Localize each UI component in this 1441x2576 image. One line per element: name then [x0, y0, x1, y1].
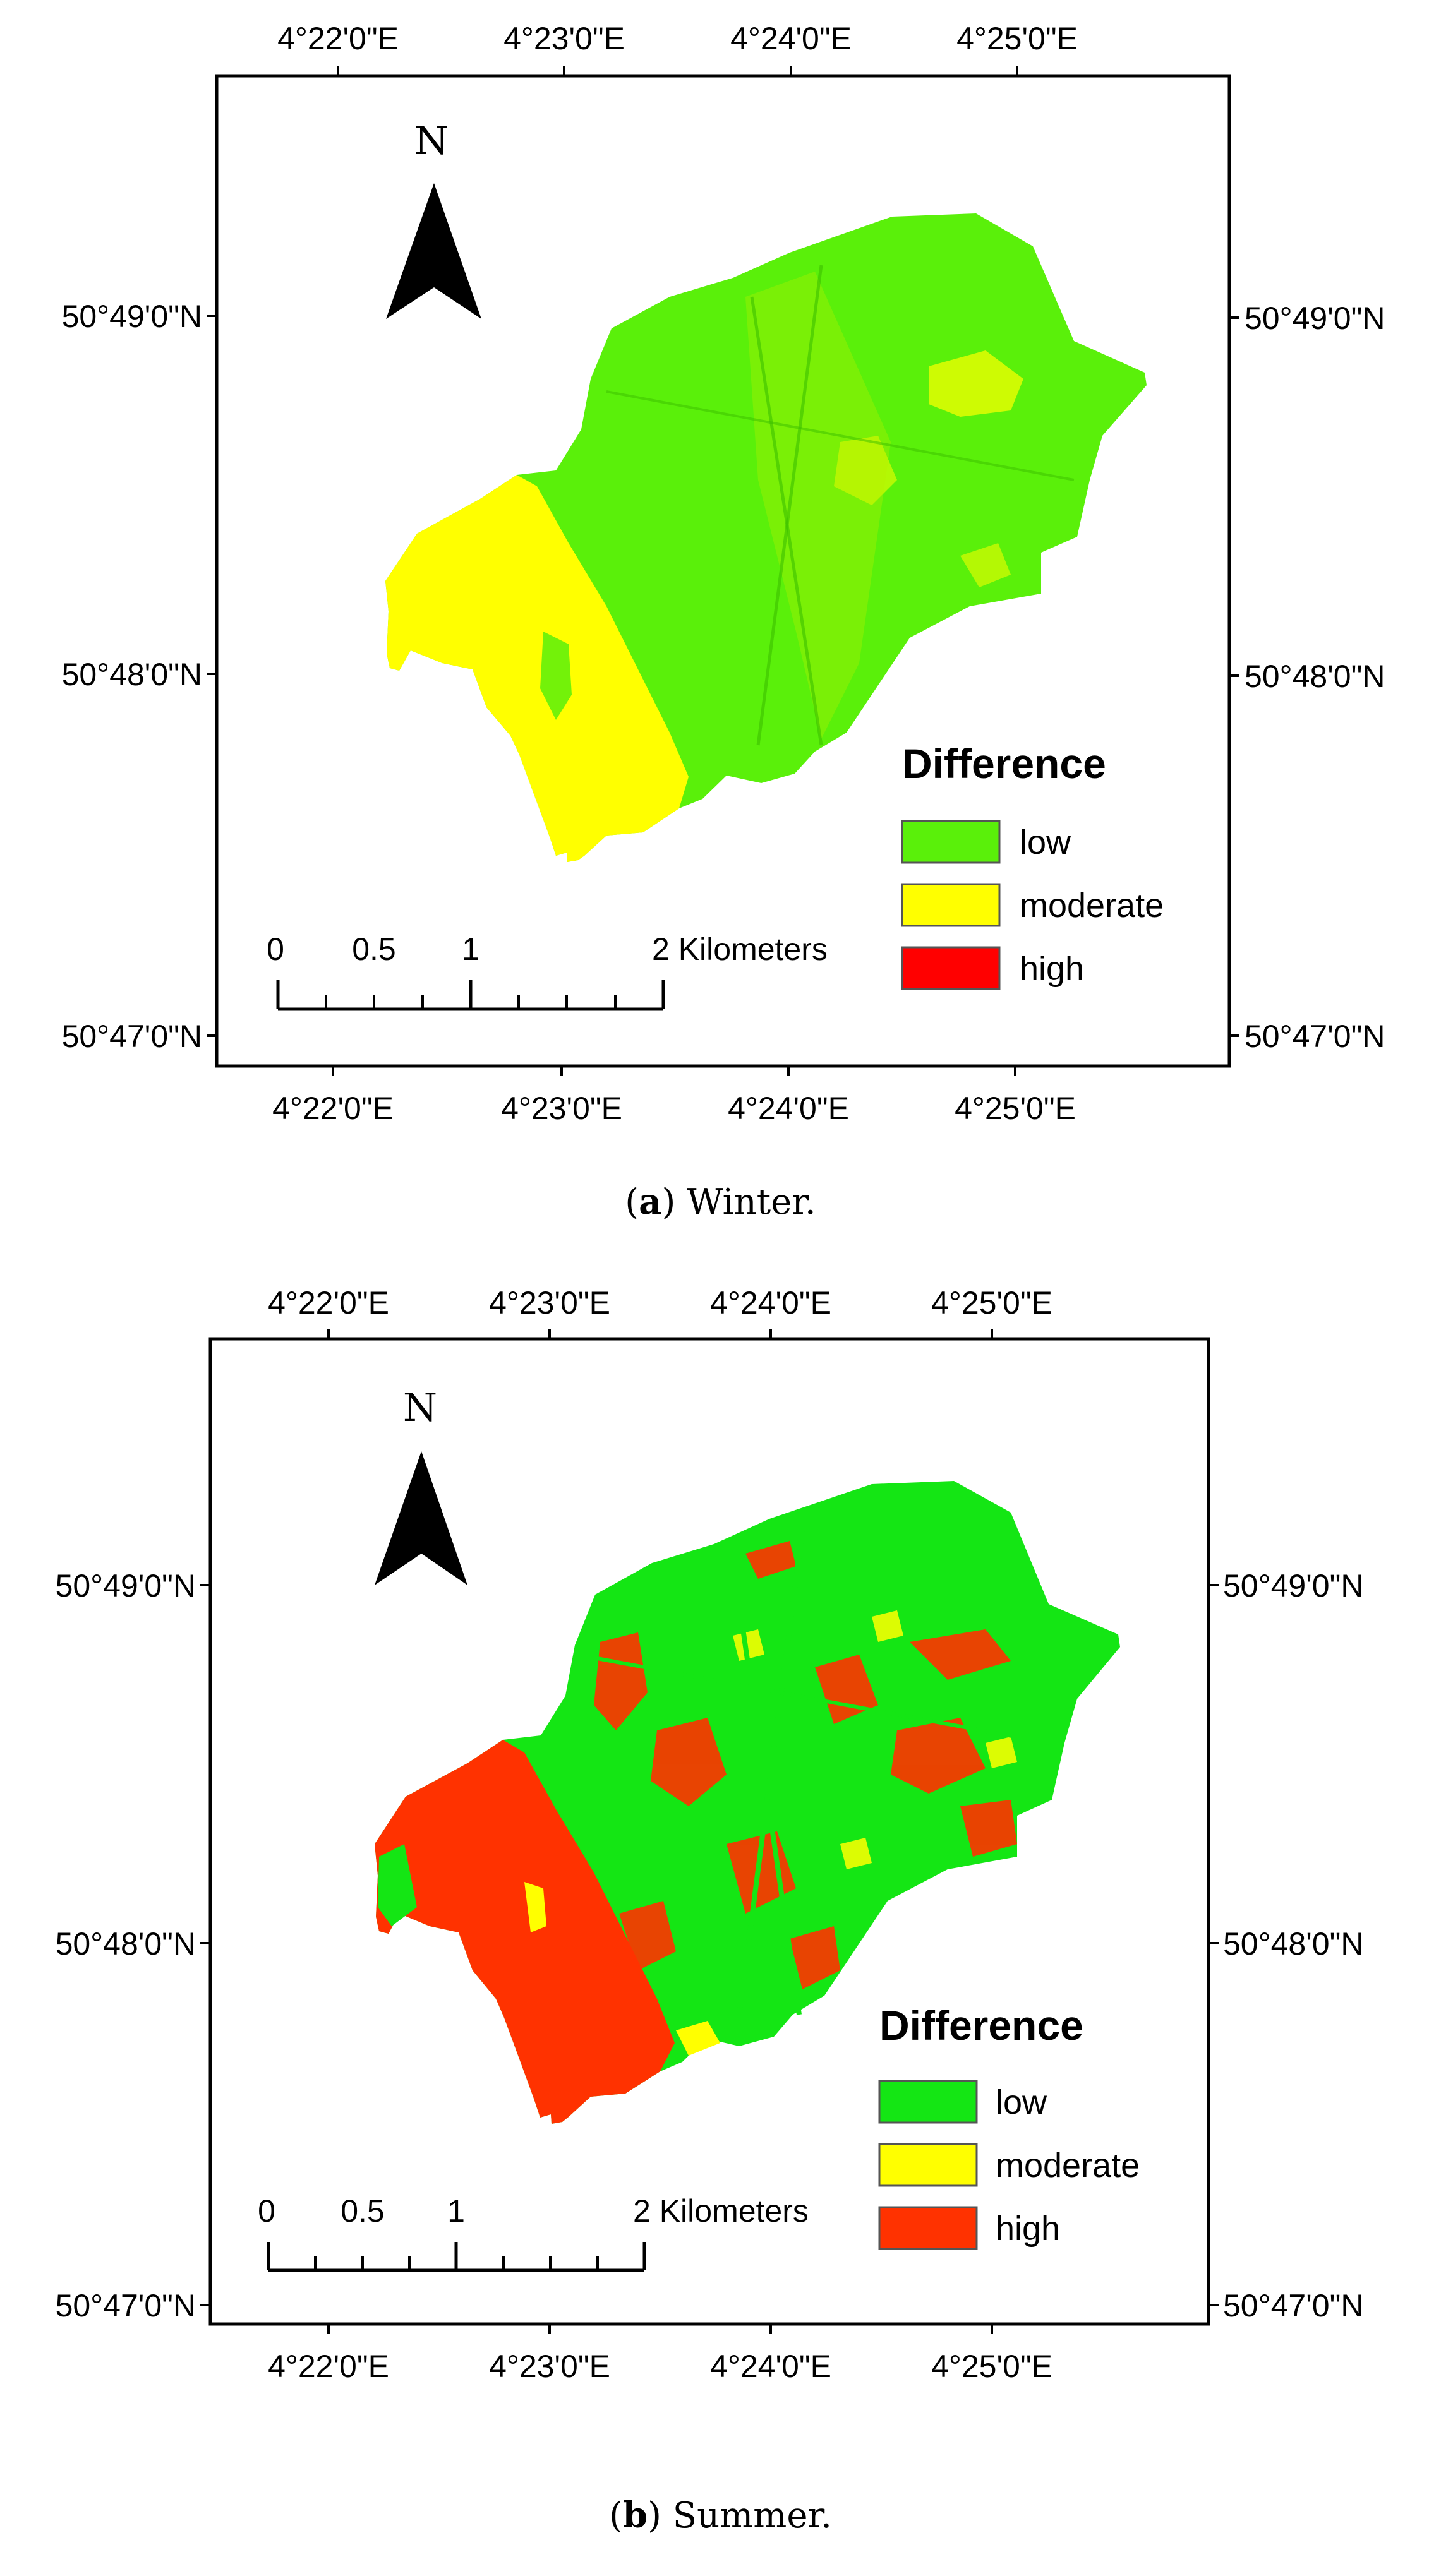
- moderate-difference-area: [385, 475, 689, 862]
- top-axis-label: 4°24'0"E: [730, 21, 852, 56]
- right-axis-label: 50°48'0"N: [1223, 1926, 1363, 1962]
- map-panel-summer: 4°22'0"E 4°23'0"E 4°24'0"E 4°25'0"E 4°22…: [0, 1288, 1441, 2576]
- legend-item-label: moderate: [1020, 887, 1164, 925]
- top-axis-label: 4°23'0"E: [489, 1288, 610, 1321]
- moderate-difference-area: [960, 543, 1011, 587]
- bottom-axis-label: 4°22'0"E: [268, 2349, 389, 2384]
- low-difference-area: [540, 632, 572, 720]
- bottom-axis-label: 4°25'0"E: [931, 2349, 1052, 2384]
- map-figure-summer: 4°22'0"E 4°23'0"E 4°24'0"E 4°25'0"E 4°22…: [56, 1288, 1364, 2384]
- bottom-axis: 4°22'0"E 4°23'0"E 4°24'0"E 4°25'0"E: [272, 1066, 1076, 1126]
- high-difference-area: [375, 1740, 675, 2124]
- top-axis: 4°22'0"E 4°23'0"E 4°24'0"E 4°25'0"E: [277, 21, 1078, 76]
- moderate-difference-area: [676, 2021, 720, 2056]
- right-axis-label: 50°47'0"N: [1223, 2288, 1363, 2323]
- legend-swatch-high: [901, 946, 1001, 990]
- scale-bar: 0 0.5 1 2 Kilometers: [267, 932, 828, 1011]
- map-panel-winter: 4°22'0"E 4°23'0"E 4°24'0"E 4°25'0"E 4°22…: [62, 21, 1385, 1223]
- right-axis: 50°49'0"N 50°48'0"N 50°47'0"N: [1209, 1568, 1363, 2323]
- scale-label: 0.5: [341, 2193, 385, 2229]
- left-axis-label: 50°48'0"N: [56, 1926, 196, 1962]
- top-axis-label: 4°22'0"E: [268, 1288, 389, 1321]
- legend-title: Difference: [879, 2002, 1083, 2049]
- legend-swatch-moderate: [901, 883, 1001, 927]
- caption-letter: a: [639, 1181, 662, 1223]
- caption-text: ) Summer.: [648, 2495, 832, 2536]
- scale-label: 2 Kilometers: [633, 2193, 809, 2229]
- figure-caption: (a) Winter.: [625, 1181, 816, 1223]
- legend-item-label: moderate: [996, 2147, 1140, 2184]
- north-label: N: [403, 1384, 437, 1430]
- right-axis: 50°49'0"N 50°48'0"N 50°47'0"N: [1229, 301, 1385, 1054]
- north-arrow: N: [386, 117, 481, 319]
- left-axis: 50°49'0"N 50°48'0"N 50°47'0"N: [56, 1568, 210, 2323]
- mixed-texture: [745, 272, 891, 739]
- right-axis-label: 50°48'0"N: [1245, 659, 1385, 694]
- bottom-axis-label: 4°22'0"E: [272, 1091, 394, 1126]
- legend-swatch-high: [878, 2206, 978, 2250]
- top-axis-label: 4°24'0"E: [710, 1288, 831, 1321]
- legend-item-label: low: [1020, 824, 1071, 861]
- legend-item-label: high: [1020, 950, 1084, 988]
- north-label: N: [414, 117, 449, 164]
- legend-swatch-low: [878, 2080, 978, 2124]
- bottom-axis-label: 4°24'0"E: [728, 1091, 849, 1126]
- map-region: [375, 1481, 1120, 2124]
- moderate-difference-area: [929, 350, 1023, 417]
- legend-title: Difference: [902, 740, 1106, 787]
- bottom-axis: 4°22'0"E 4°23'0"E 4°24'0"E 4°25'0"E: [268, 2324, 1052, 2384]
- scale-label: 2 Kilometers: [652, 932, 828, 967]
- top-axis: 4°22'0"E 4°23'0"E 4°24'0"E 4°25'0"E: [268, 1288, 1052, 1339]
- map-figure-winter: 4°22'0"E 4°23'0"E 4°24'0"E 4°25'0"E 4°22…: [62, 21, 1385, 1126]
- top-axis-label: 4°25'0"E: [931, 1288, 1052, 1321]
- scale-label: 0: [267, 932, 284, 967]
- scale-label: 0.5: [352, 932, 396, 967]
- moderate-difference-area: [524, 1882, 546, 1932]
- legend: Difference low moderate high: [878, 2002, 1140, 2250]
- scale-label: 0: [258, 2193, 275, 2229]
- scale-label: 1: [447, 2193, 465, 2229]
- top-axis-label: 4°22'0"E: [277, 21, 399, 56]
- left-axis-label: 50°48'0"N: [62, 657, 202, 692]
- left-axis-label: 50°49'0"N: [56, 1568, 196, 1603]
- left-axis-label: 50°49'0"N: [62, 299, 202, 334]
- north-arrow-icon: [386, 183, 481, 319]
- moderate-difference-patches: [733, 1610, 1017, 1869]
- legend-swatch-moderate: [878, 2143, 978, 2187]
- top-axis-label: 4°23'0"E: [503, 21, 625, 56]
- right-axis-label: 50°47'0"N: [1245, 1019, 1385, 1054]
- north-arrow: N: [375, 1384, 467, 1585]
- bottom-axis-label: 4°25'0"E: [955, 1091, 1076, 1126]
- scale-bar: 0 0.5 1 2 Kilometers: [258, 2193, 809, 2272]
- right-axis-label: 50°49'0"N: [1245, 301, 1385, 336]
- high-difference-patches: [594, 1541, 1017, 1989]
- legend: Difference low moderate high: [901, 740, 1164, 990]
- low-difference-area: [378, 1844, 417, 1926]
- scale-label: 1: [462, 932, 479, 967]
- bottom-axis-label: 4°24'0"E: [710, 2349, 831, 2384]
- left-axis-label: 50°47'0"N: [62, 1019, 202, 1054]
- right-axis-label: 50°49'0"N: [1223, 1568, 1363, 1603]
- legend-item-label: high: [996, 2210, 1060, 2248]
- bottom-axis-label: 4°23'0"E: [489, 2349, 610, 2384]
- caption-text: ) Winter.: [661, 1182, 816, 1223]
- top-axis-label: 4°25'0"E: [956, 21, 1078, 56]
- figure-caption: (b) Summer.: [609, 2495, 832, 2536]
- map-region: [385, 213, 1147, 862]
- left-axis-label: 50°47'0"N: [56, 2288, 196, 2323]
- left-axis: 50°49'0"N 50°48'0"N 50°47'0"N: [62, 299, 217, 1054]
- north-arrow-icon: [375, 1451, 467, 1585]
- moderate-difference-area: [834, 436, 897, 505]
- bottom-axis-label: 4°23'0"E: [501, 1091, 622, 1126]
- legend-item-label: low: [996, 2083, 1047, 2121]
- legend-swatch-low: [901, 820, 1001, 864]
- caption-letter: b: [622, 2495, 648, 2536]
